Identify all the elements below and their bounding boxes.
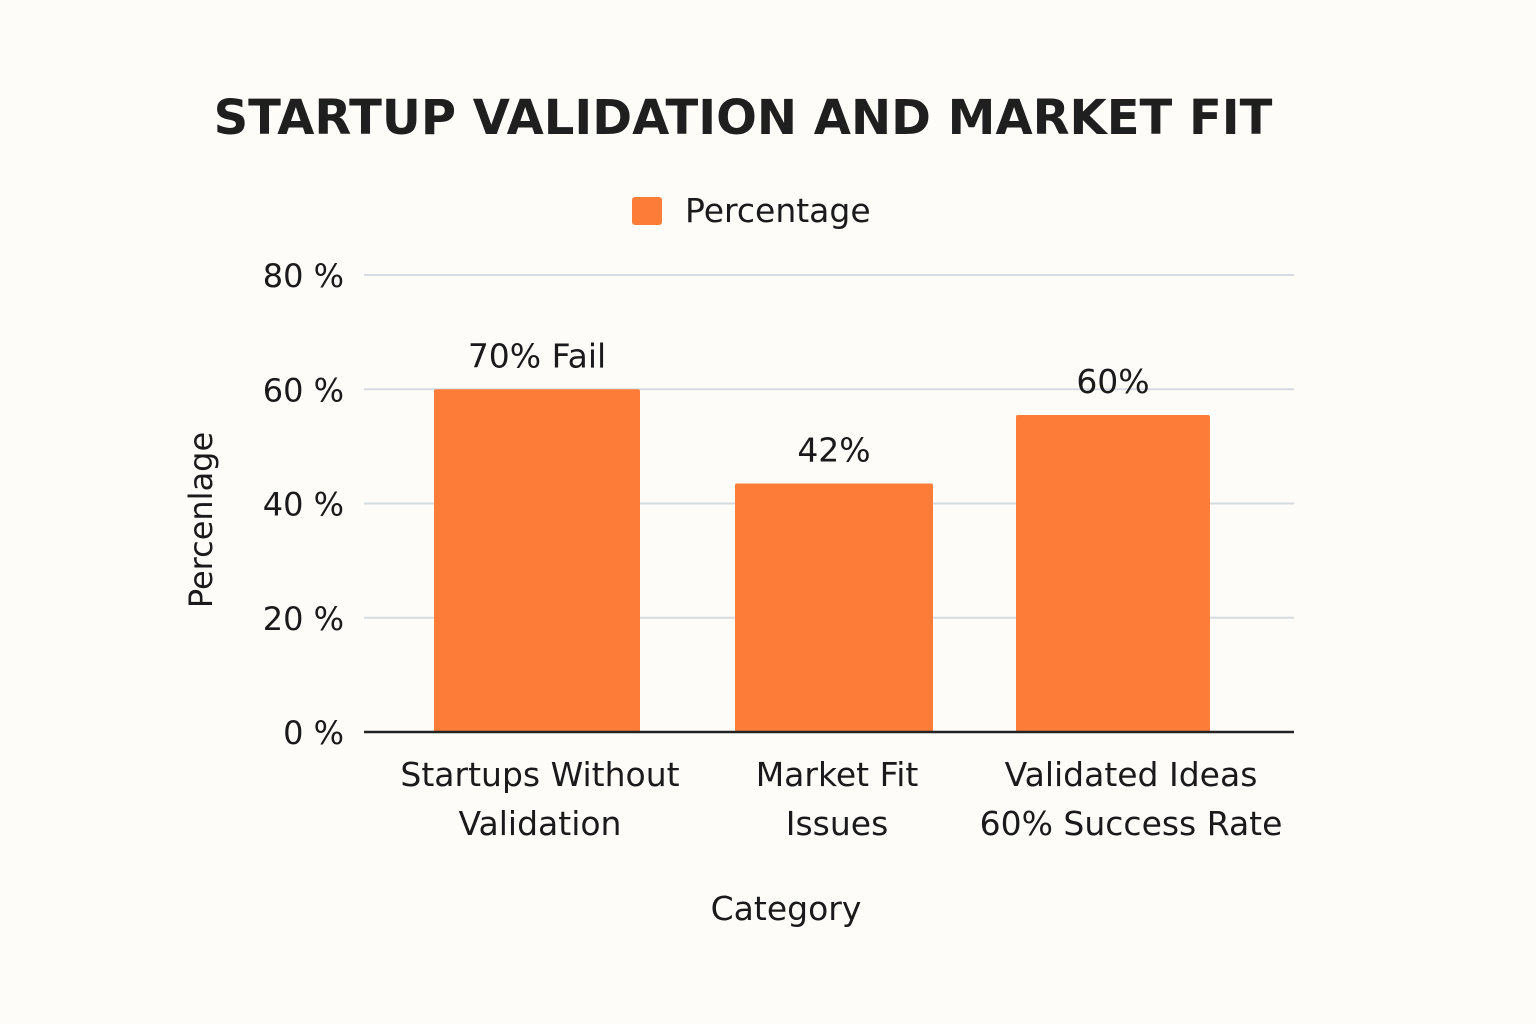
legend-swatch (632, 197, 662, 225)
y-axis-label: Percenlage (182, 432, 220, 608)
x-tick-label: Startups Without Validation (400, 755, 679, 843)
legend: Percentage (632, 191, 871, 230)
x-tick-label: Validated Ideas 60% Success Rate (980, 755, 1283, 843)
bar (1016, 414, 1210, 732)
y-tick-label: 80 % (263, 257, 344, 295)
y-tick-label: 40 % (263, 486, 344, 524)
data-label: 42% (797, 431, 870, 470)
data-labels: 70% Fail 42% 60% (468, 336, 1150, 469)
y-axis-ticks: 0 % 20 % 40 % 60 % 80 % (263, 257, 344, 752)
y-tick-label: 20 % (263, 600, 344, 638)
bars (434, 389, 1210, 732)
y-tick-label: 0 % (283, 714, 344, 752)
legend-label: Percentage (685, 191, 871, 230)
x-axis-label: Category (711, 889, 862, 928)
x-tick-label: Market Fit Issues (756, 755, 919, 843)
chart-title: STARTUP VALIDATION AND MARKET FIT (214, 90, 1273, 146)
data-label: 70% Fail (468, 336, 606, 375)
y-tick-label: 60 % (263, 371, 344, 409)
bar (434, 389, 640, 732)
bar (735, 483, 933, 732)
x-axis-categories: Startups Without Validation Market Fit Issu… (400, 755, 1282, 843)
data-label: 60% (1076, 362, 1149, 401)
